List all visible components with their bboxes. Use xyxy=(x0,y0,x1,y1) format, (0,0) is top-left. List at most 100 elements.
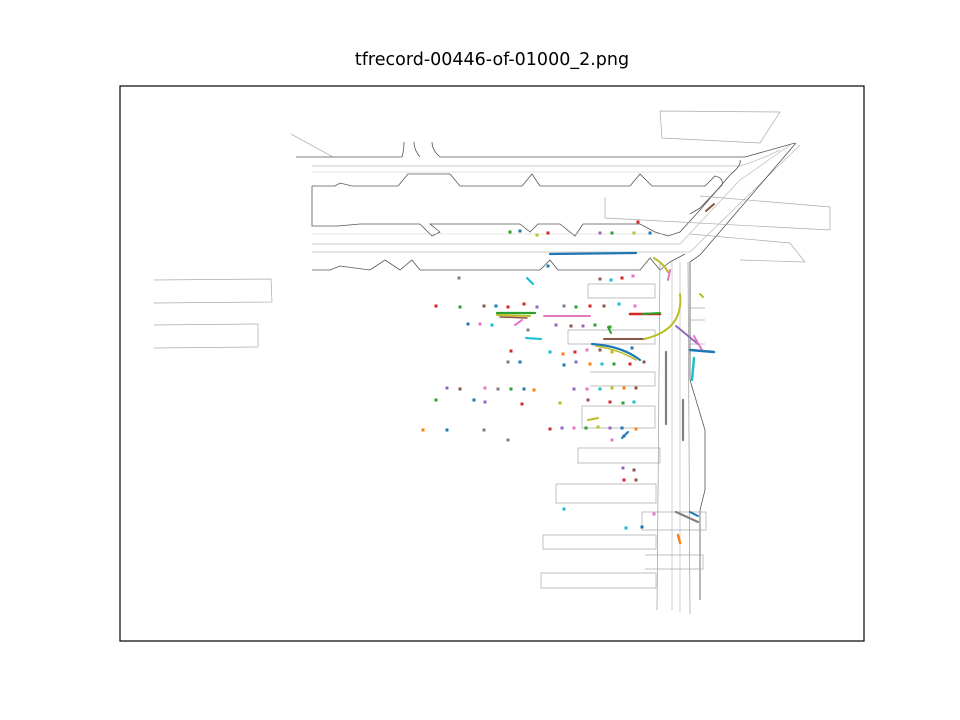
lane-line xyxy=(656,261,661,611)
agent-marker xyxy=(608,400,612,404)
agent-marker xyxy=(434,304,438,308)
driveway xyxy=(540,572,657,589)
lane-line xyxy=(604,195,831,231)
agent-marker xyxy=(632,400,636,404)
agent-marker xyxy=(624,526,628,530)
agent-marker xyxy=(584,426,588,430)
agent-marker xyxy=(561,352,565,356)
agent-marker xyxy=(445,428,449,432)
figure-title: tfrecord-00446-of-01000_2.png xyxy=(354,50,630,70)
agent-marker xyxy=(596,425,600,429)
agent-marker xyxy=(652,512,656,516)
agent-trajectory xyxy=(607,326,612,334)
agent-marker xyxy=(636,220,640,224)
road-edge xyxy=(689,262,706,600)
agent-trajectory xyxy=(590,342,642,362)
lane-line xyxy=(689,233,806,263)
agent-marker xyxy=(610,350,614,354)
agent-marker xyxy=(458,305,462,309)
agent-trajectory xyxy=(595,345,637,361)
driveway xyxy=(542,534,657,550)
agent-marker xyxy=(632,468,636,472)
agent-trajectory xyxy=(674,510,700,524)
driveway xyxy=(587,283,656,299)
agent-marker xyxy=(520,402,524,406)
agent-marker xyxy=(548,427,552,431)
agent-marker xyxy=(634,386,638,390)
agent-marker xyxy=(620,276,624,280)
agent-marker xyxy=(466,322,470,326)
agent-marker xyxy=(586,398,590,402)
agent-marker xyxy=(526,328,530,332)
agent-trajectory xyxy=(699,293,704,298)
driveway xyxy=(641,511,707,531)
agent-marker xyxy=(560,426,564,430)
agent-trajectory xyxy=(499,316,528,319)
road-edge xyxy=(312,253,686,271)
agent-marker xyxy=(598,387,602,391)
agent-marker xyxy=(508,230,512,234)
driveway xyxy=(555,483,657,504)
agent-marker xyxy=(588,304,592,308)
agent-marker xyxy=(648,231,652,235)
agent-trajectory xyxy=(643,293,682,340)
agent-marker xyxy=(457,276,461,280)
agent-marker xyxy=(506,305,510,309)
agent-marker xyxy=(548,350,552,354)
agent-marker xyxy=(585,387,589,391)
agent-marker xyxy=(569,324,573,328)
agent-marker xyxy=(509,349,513,353)
agent-marker xyxy=(621,401,625,405)
agent-marker xyxy=(562,304,566,308)
plot-frame xyxy=(119,85,865,642)
agent-marker xyxy=(621,466,625,470)
road-network xyxy=(153,110,831,615)
driveway xyxy=(567,329,656,345)
agent-trajectory xyxy=(690,356,696,382)
agent-marker xyxy=(598,231,602,235)
agent-marker xyxy=(600,362,604,366)
agent-marker xyxy=(482,304,486,308)
agent-trajectory xyxy=(693,335,703,351)
agent-trajectory xyxy=(496,314,531,317)
agent-marker xyxy=(535,233,539,237)
agent-trajectory xyxy=(514,319,523,326)
agent-marker xyxy=(640,525,644,529)
agent-trajectory xyxy=(688,348,716,354)
agent-marker xyxy=(494,304,498,308)
agent-marker xyxy=(633,304,637,308)
lane-line xyxy=(312,149,781,167)
agent-marker xyxy=(496,387,500,391)
agent-trajectory xyxy=(525,337,542,340)
agent-marker xyxy=(608,426,612,430)
agent-marker xyxy=(509,387,513,391)
agent-marker xyxy=(506,360,510,364)
agent-trajectory xyxy=(621,431,629,439)
agent-trajectory xyxy=(676,533,682,545)
agent-trajectory xyxy=(653,257,669,273)
agent-trajectory xyxy=(641,312,661,315)
agent-marker xyxy=(506,438,510,442)
agent-marker xyxy=(610,438,614,442)
agent-marker xyxy=(554,323,558,327)
agent-marker xyxy=(610,386,614,390)
agent-trajectory xyxy=(667,269,671,281)
agent-marker xyxy=(574,360,578,364)
road-edge xyxy=(312,173,723,215)
agent-marker xyxy=(634,427,638,431)
agent-marker xyxy=(518,360,522,364)
agent-marker xyxy=(562,507,566,511)
agent-marker xyxy=(546,264,550,268)
agent-marker xyxy=(622,478,626,482)
road-edge xyxy=(689,142,797,263)
agent-marker xyxy=(598,277,602,281)
agent-marker xyxy=(434,398,438,402)
agent-marker xyxy=(573,350,577,354)
driveway xyxy=(581,405,656,429)
agent-marker xyxy=(628,362,632,366)
agent-marker xyxy=(598,348,602,352)
road-edge xyxy=(296,141,796,158)
agent-trajectory xyxy=(587,417,599,421)
agent-marker xyxy=(608,325,612,329)
